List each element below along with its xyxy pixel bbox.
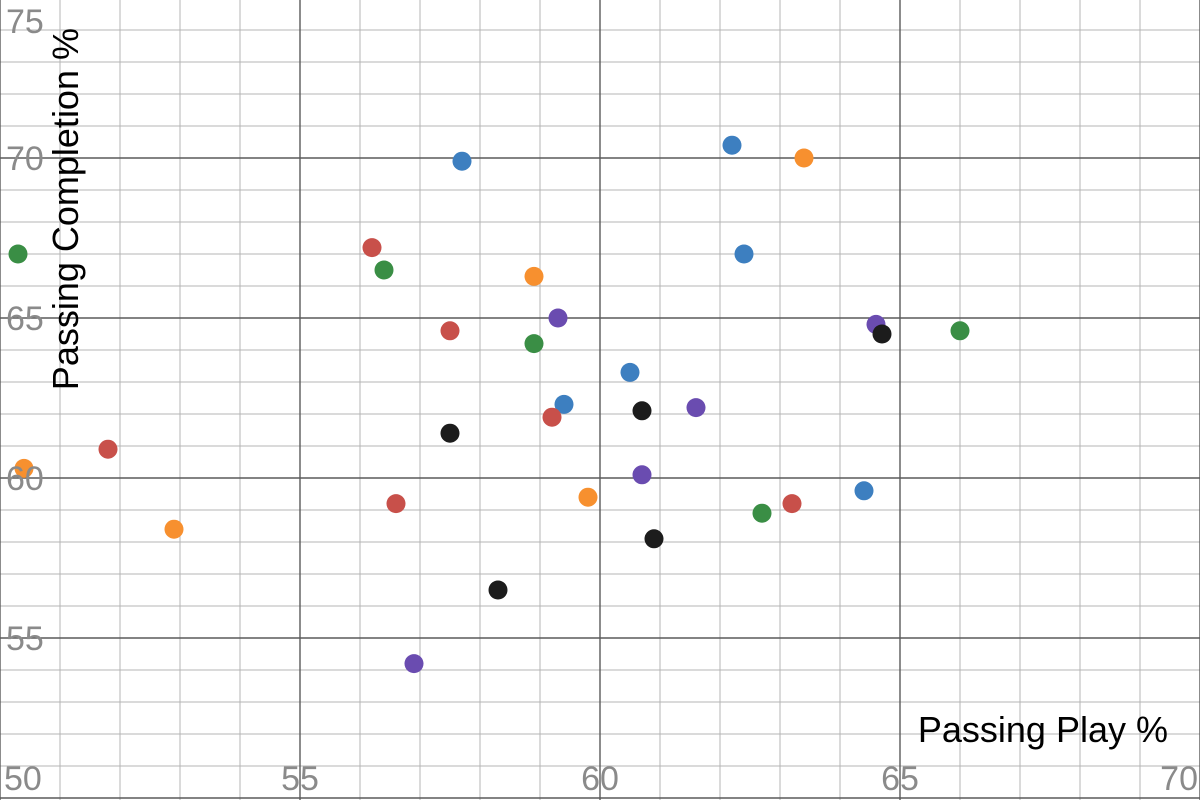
data-point xyxy=(578,487,598,507)
data-point xyxy=(548,308,568,328)
x-tick-label: 60 xyxy=(581,760,619,798)
data-point xyxy=(98,439,118,459)
x-tick-label: 55 xyxy=(281,760,319,798)
data-point xyxy=(620,362,640,382)
x-axis-title: Passing Play % xyxy=(918,709,1168,750)
data-point xyxy=(440,321,460,341)
data-point xyxy=(632,465,652,485)
y-tick-label: 55 xyxy=(6,620,44,658)
x-tick-label: 65 xyxy=(881,760,919,798)
data-point xyxy=(542,407,562,427)
data-point xyxy=(632,401,652,421)
tick-labels: 50 55 60 65 70 55 60 65 70 75 xyxy=(4,3,1198,798)
data-point xyxy=(14,458,34,478)
data-point xyxy=(554,394,574,414)
data-point xyxy=(782,494,802,514)
data-point xyxy=(524,334,544,354)
x-tick-label: 50 xyxy=(4,760,42,798)
data-point xyxy=(452,151,472,171)
data-points xyxy=(8,135,970,674)
data-point xyxy=(374,260,394,280)
data-point xyxy=(854,481,874,501)
data-point xyxy=(752,503,772,523)
y-tick-label: 70 xyxy=(6,140,44,178)
data-point xyxy=(722,135,742,155)
data-point xyxy=(872,324,892,344)
data-point xyxy=(644,529,664,549)
data-point xyxy=(686,398,706,418)
x-tick-label: 70 xyxy=(1160,760,1198,798)
data-point xyxy=(950,321,970,341)
y-tick-label: 65 xyxy=(6,300,44,338)
data-point xyxy=(524,266,544,286)
data-point xyxy=(404,654,424,674)
data-point xyxy=(8,244,28,264)
y-tick-label: 75 xyxy=(6,3,44,41)
data-point xyxy=(362,238,382,258)
y-tick-label: 60 xyxy=(6,460,44,498)
data-point xyxy=(440,423,460,443)
y-axis-title: Passing Completion % xyxy=(45,28,86,390)
data-point xyxy=(794,148,814,168)
data-point xyxy=(164,519,184,539)
data-point xyxy=(488,580,508,600)
data-point xyxy=(734,244,754,264)
data-point xyxy=(386,494,406,514)
